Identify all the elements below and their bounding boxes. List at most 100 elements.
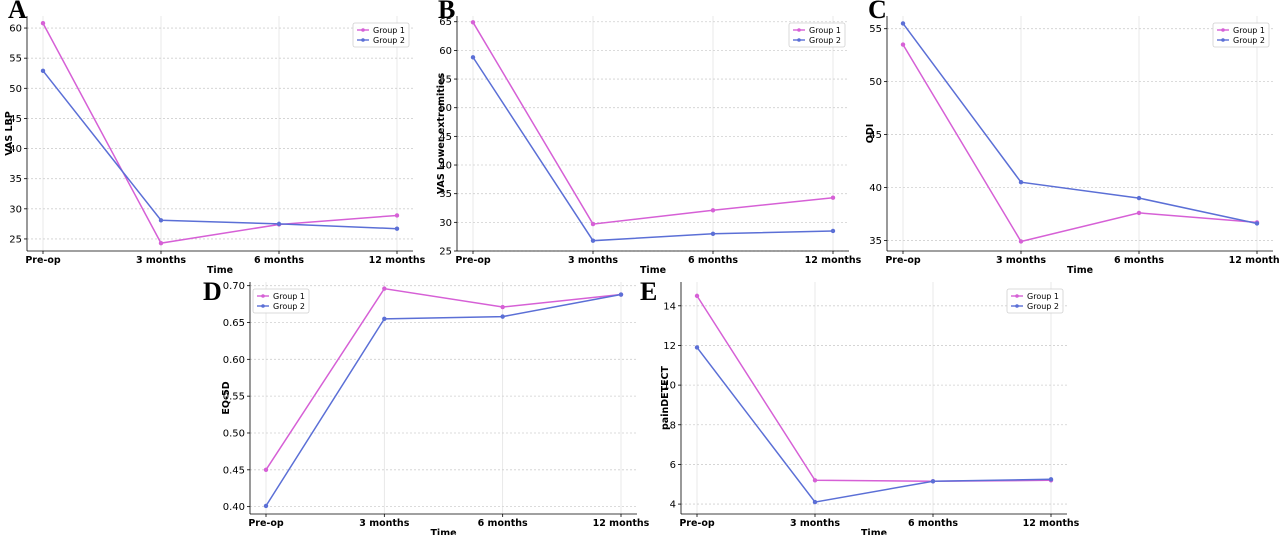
y-tick-label: 45: [9, 114, 22, 125]
chart-panel-d: D 0.40 0.45 0.50 0.55 0.60 0.65 0.70 Pre-op 3 mon…: [203, 277, 650, 535]
x-tick-label: 6 months: [908, 518, 958, 529]
y-tick-label: 6: [670, 460, 676, 471]
x-tick-label: 12 months: [1229, 255, 1280, 266]
y-tick-label: 25: [439, 247, 452, 258]
y-tick-label: 8: [670, 420, 676, 431]
data-point-group-2: [40, 68, 46, 74]
chart-panel-e: E 4 6 8 10 12 14 Pre-op 3 months 6 months 12 month…: [640, 277, 1080, 535]
chart-panel-a: A 25 30 35 40 45 50 55 60 Pre-op 3 months 6 months 1…: [4, 0, 426, 276]
legend-marker-group-2: [1015, 304, 1019, 308]
panel-letter: B: [438, 0, 455, 24]
data-point-group-2: [1048, 477, 1054, 482]
data-point-group-2: [710, 231, 716, 237]
legend-box: [252, 288, 310, 314]
legend-marker-group-1: [261, 294, 265, 298]
y-tick-label: 65: [439, 17, 452, 28]
data-point-group-1: [263, 467, 269, 473]
data-point-group-2: [618, 292, 624, 297]
x-axis-title: Time: [1067, 265, 1093, 276]
legend-label-group-1: Group 1: [1233, 26, 1265, 35]
data-point-group-1: [382, 286, 387, 291]
y-axis-title: VAS LBP: [4, 111, 15, 156]
data-point-group-1: [1018, 239, 1024, 244]
y-tick-label: 40: [439, 161, 452, 172]
data-point-group-2: [276, 221, 282, 227]
y-tick-label: 50: [869, 77, 882, 88]
x-tick-label: 6 months: [688, 255, 738, 266]
data-point-group-1: [1136, 210, 1142, 216]
y-tick-label: 0.50: [223, 428, 245, 439]
y-tick-label: 60: [439, 46, 452, 57]
x-tick-label: 3 months: [996, 255, 1046, 266]
legend-box: [788, 22, 846, 48]
data-point-group-2: [1136, 195, 1142, 201]
data-point-group-1: [830, 195, 836, 200]
y-tick-label: 35: [439, 189, 452, 200]
legend-label-group-2: Group 2: [373, 36, 405, 45]
y-tick-label: 40: [9, 144, 22, 155]
x-tick-label: 3 months: [359, 518, 409, 529]
y-tick-label: 30: [439, 218, 452, 229]
data-point-group-1: [40, 21, 46, 26]
x-tick-label: 3 months: [136, 255, 186, 266]
y-tick-label: 60: [9, 24, 22, 35]
y-tick-label: 55: [439, 75, 452, 86]
series-line-group-2: [696, 346, 1052, 503]
x-tick-label: 12 months: [593, 518, 650, 529]
data-point-group-1: [900, 42, 906, 47]
y-tick-label: 30: [9, 204, 22, 215]
y-axis-title: EQ-5D: [221, 381, 232, 414]
series-line-group-1: [696, 295, 1052, 483]
data-point-group-2: [394, 226, 400, 231]
legend-label-group-2: Group 2: [809, 36, 841, 45]
legend-marker-group-1: [1221, 28, 1225, 32]
y-tick-label: 0.55: [223, 392, 245, 403]
legend-marker-group-1: [361, 28, 365, 32]
data-point-group-1: [158, 240, 164, 246]
x-tick-label: Pre-op: [885, 255, 921, 266]
y-tick-label: 4: [670, 500, 676, 511]
data-point-group-2: [500, 314, 505, 319]
y-tick-label: 45: [439, 132, 452, 143]
data-point-group-2: [158, 218, 164, 223]
y-tick-label: 0.40: [223, 502, 245, 513]
legend-box: [1006, 288, 1064, 314]
data-point-group-2: [900, 21, 906, 26]
x-tick-label: 3 months: [790, 518, 840, 529]
y-tick-label: 25: [9, 234, 22, 245]
series-line-group-2: [902, 22, 1258, 225]
chart-panel-c: C 35 40 45 50 55 Pre-op 3 months 6 months 12 mont…: [865, 0, 1280, 276]
x-tick-label: 12 months: [805, 255, 862, 266]
x-tick-label: Pre-op: [679, 518, 715, 529]
legend-marker-group-1: [1015, 294, 1019, 298]
legend-label-group-1: Group 1: [373, 26, 405, 35]
panel-letter: E: [640, 277, 657, 306]
x-tick-label: 6 months: [1114, 255, 1164, 266]
y-tick-label: 14: [663, 301, 676, 312]
data-point-group-2: [263, 503, 269, 509]
x-tick-label: 12 months: [1023, 518, 1080, 529]
legend-label-group-2: Group 2: [1233, 36, 1265, 45]
y-tick-label: 0.70: [223, 281, 245, 292]
legend-label-group-1: Group 1: [809, 26, 841, 35]
series-line-group-1: [902, 44, 1258, 243]
data-point-group-1: [590, 221, 596, 227]
x-axis-title: Time: [861, 528, 887, 535]
x-tick-label: 6 months: [478, 518, 528, 529]
data-point-group-2: [470, 55, 476, 60]
panel-letter: C: [868, 0, 887, 24]
x-axis-title: Time: [207, 265, 233, 276]
data-point-group-2: [1254, 221, 1260, 226]
y-tick-label: 35: [9, 174, 22, 185]
data-point-group-1: [470, 20, 476, 25]
x-tick-label: 6 months: [254, 255, 304, 266]
y-tick-label: 55: [869, 24, 882, 35]
panel-letter: D: [203, 277, 222, 306]
legend-label-group-1: Group 1: [273, 292, 305, 301]
legend-marker-group-1: [797, 28, 801, 32]
